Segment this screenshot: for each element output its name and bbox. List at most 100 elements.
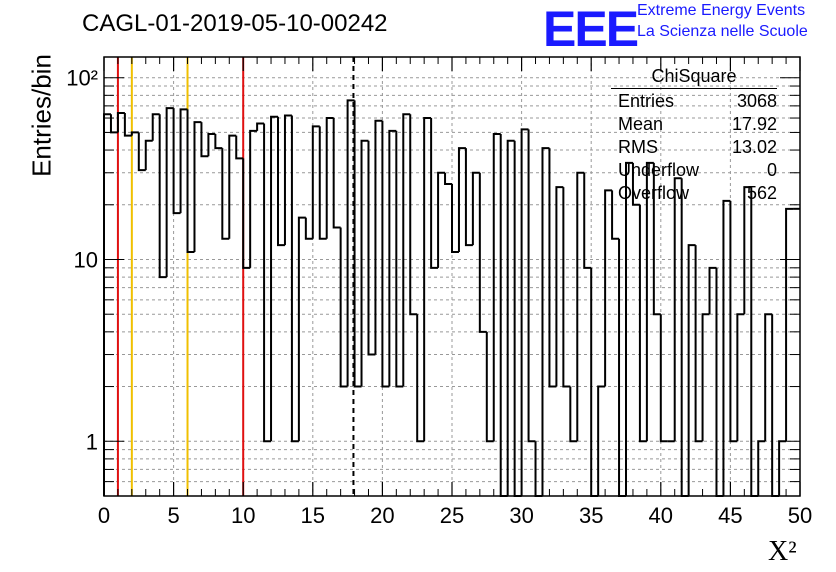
histogram-bin [541,147,550,496]
x-tick-label: 25 [440,503,464,528]
histogram-bin [388,129,397,387]
histogram-bin [200,122,209,158]
histogram-bin [158,114,167,279]
histogram-bin [771,314,780,497]
histogram-bin [437,171,446,268]
histogram-bin [638,204,647,443]
x-tick-label: 15 [301,503,325,528]
histogram-bin [214,134,223,150]
histogram-bin [562,187,571,388]
stats-row-mean: Mean 17.92 [611,113,777,136]
histogram-bin [137,132,146,172]
eee-logo: EEE [543,1,639,57]
histogram-bin [109,114,118,134]
histogram-bin [604,189,613,387]
histogram-bin [256,122,265,131]
histogram-bin [764,313,773,442]
histogram-bin [464,148,473,247]
histogram-bin [304,217,313,240]
histogram-bin [270,115,278,442]
logo-subtitle-1: Extreme Energy Events [637,2,806,19]
histogram-bin [673,177,682,442]
stats-label: Entries [618,91,675,111]
histogram-bin [318,126,327,240]
histogram-bin [694,245,703,443]
histogram-bin [652,162,661,316]
histogram-bin [103,113,111,496]
stats-label: RMS [618,137,658,157]
histogram-bin [451,184,459,253]
histogram-bin [611,190,620,240]
histogram-bin [395,130,404,388]
stats-row-underflow: Underflow 0 [611,159,777,182]
histogram-bin [277,116,285,247]
stats-value: 3068 [736,91,777,111]
stats-value: 562 [746,183,777,203]
histogram-bin [332,118,341,229]
chart-title: CAGL-01-2019-05-10-00242 [82,10,388,37]
x-tick-label: 0 [98,503,110,528]
x-tick-label: 50 [788,503,812,528]
histogram-bin [736,313,745,442]
histogram-bin [290,115,299,443]
histogram-bin [242,158,251,269]
histogram-bin [478,172,487,333]
stats-label: Overflow [618,183,690,203]
x-tick-label: 5 [167,503,179,528]
histogram-bin [179,108,188,214]
y-axis-label: Entries/bin [26,54,57,177]
histogram-bin [743,186,752,315]
stats-value: 13.02 [731,137,777,157]
histogram-bin [687,244,696,496]
x-tick-label: 45 [718,503,742,528]
x-tick-label: 40 [649,503,673,528]
histogram-bin [701,313,710,442]
stats-row-rms: RMS 13.02 [611,136,777,159]
histogram-bin [513,140,522,497]
histogram-bin [597,385,606,496]
histogram-bin [172,108,181,215]
histogram-bin [346,99,355,387]
stats-row-entries: Entries 3068 [611,90,777,113]
histogram-bin [680,178,689,497]
y-tick-label: 10 [74,247,98,272]
histogram-bin [409,114,418,316]
histogram-bin [631,162,640,206]
stats-label: Mean [618,114,664,134]
x-tick-label: 10 [231,503,255,528]
histogram-bin [130,131,139,136]
x-tick-label: 35 [579,503,603,528]
histogram-bin [548,148,557,388]
y-tick-label: 1 [86,429,98,454]
x-tick-label: 30 [509,503,533,528]
histogram-bin [381,120,390,388]
histogram-bin [722,199,731,496]
histogram-bin [367,140,376,356]
histogram-bin [576,171,585,442]
histogram-bin [506,139,515,496]
histogram-bin [555,186,564,387]
histogram-bin [485,331,494,443]
histogram-bin [625,161,633,496]
histogram-bin [402,113,411,387]
x-axis-label: X² [768,536,797,567]
histogram-bin [360,139,369,387]
stats-value: 17.92 [731,114,777,134]
histogram-bin [165,107,174,278]
histogram-bin [325,117,334,239]
histogram-bin [297,216,306,442]
histogram-bin [527,129,536,443]
histogram-bin [339,227,348,388]
histogram-bin [283,114,292,246]
histogram-bin [207,133,216,157]
logo-subtitle-2: La Scienza nelle Scuole [637,23,808,40]
y-tick-label: 10² [66,66,98,91]
histogram-bin [659,314,668,443]
histogram-bin [430,118,439,269]
histogram-bin [520,128,529,496]
histogram-bin [193,121,202,252]
histogram-bin [708,266,717,315]
histogram-bin [374,119,383,355]
histogram-bin [569,386,578,443]
